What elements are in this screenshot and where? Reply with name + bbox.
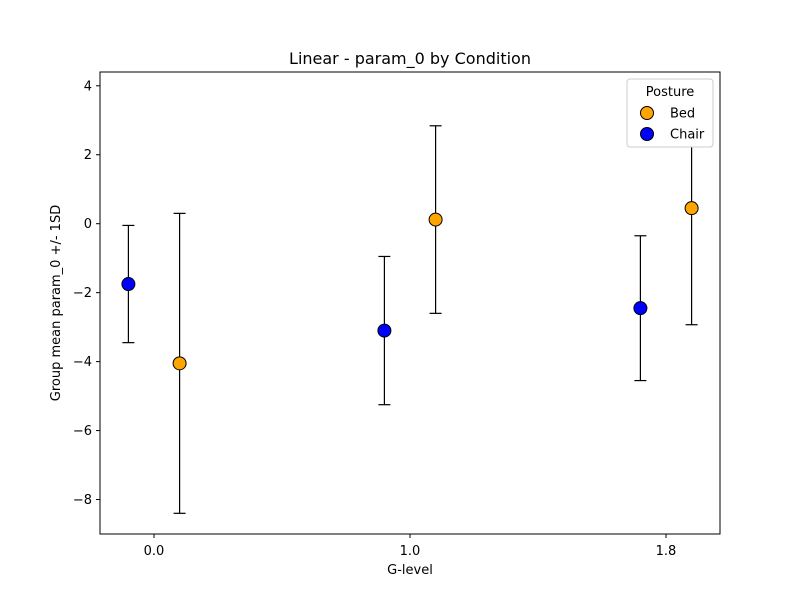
x-axis-label: G-level bbox=[387, 563, 433, 578]
data-point-chair bbox=[121, 277, 136, 292]
y-tick-label: −6 bbox=[73, 424, 92, 439]
y-tick-label: −4 bbox=[73, 355, 92, 370]
legend-label-bed: Bed bbox=[670, 107, 695, 122]
data-point-bed bbox=[172, 356, 187, 371]
data-point-bed bbox=[428, 212, 443, 227]
legend[interactable]: Posture Bed Chair bbox=[626, 78, 714, 148]
legend-items: Bed Chair bbox=[640, 106, 705, 143]
y-tick-label: −2 bbox=[73, 286, 92, 301]
y-tick-label: 2 bbox=[84, 148, 92, 163]
x-tick-label: 1.0 bbox=[400, 544, 421, 559]
chart-title: Linear - param_0 by Condition bbox=[289, 49, 531, 69]
data-point-chair bbox=[377, 323, 392, 338]
y-axis-label: Group mean param_0 +/- 1SD bbox=[49, 205, 64, 401]
data-point-chair bbox=[633, 301, 648, 316]
legend-marker-bed bbox=[640, 106, 654, 120]
y-tick-label: 4 bbox=[84, 79, 92, 94]
y-axis: 4 2 0 −2 −4 −6 −8 bbox=[73, 79, 100, 508]
x-tick-label: 1.8 bbox=[656, 544, 677, 559]
data-point-bed bbox=[684, 201, 699, 216]
legend-marker-chair bbox=[640, 127, 654, 141]
y-tick-label: −8 bbox=[73, 493, 92, 508]
y-tick-label: 0 bbox=[84, 217, 92, 232]
legend-title: Posture bbox=[646, 85, 695, 100]
legend-label-chair: Chair bbox=[670, 128, 705, 143]
x-axis: 0.0 1.0 1.8 bbox=[144, 534, 677, 559]
x-tick-label: 0.0 bbox=[144, 544, 165, 559]
